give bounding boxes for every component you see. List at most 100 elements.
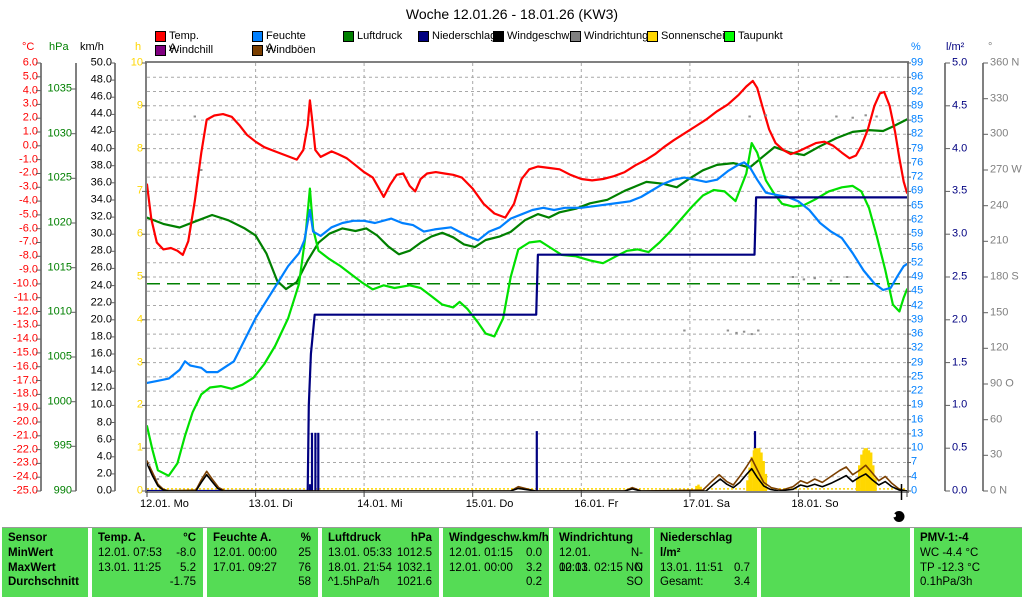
bar [748,467,751,491]
stats-col-title: PMV-1:-4 [920,532,969,544]
tick-label-hpa: 1035 [47,82,72,95]
legend-color-swatch [570,31,581,42]
stats-value-row [767,561,903,576]
legend-color-swatch [493,31,504,42]
stats-col-header: PMV-1:-4 [920,531,1015,546]
stats-value: 5.2 [180,561,196,574]
tick-label-celsius: 3.0 [22,97,38,110]
tick-label-lm2: 0.0 [952,484,968,497]
tick-label-hours: 9 [136,99,143,112]
tick-label-lm2: 2.5 [952,270,968,283]
stats-row-label-text: Sensor [8,532,47,544]
stats-row-label: Sensor [8,531,81,546]
legend-color-swatch [724,31,735,42]
bar [762,461,765,491]
series-Niederschlag Stunden-bars [308,431,864,491]
tick-label-hours: 4 [136,313,143,326]
day-label-18: 18.01. So [791,498,839,510]
stats-value-time: Gesamt: [660,576,704,589]
dot [742,330,746,333]
legend-color-swatch [252,31,263,42]
tick-label-celsius: 5.0 [22,70,38,83]
tick-label-kmh: 38.0 [90,159,112,172]
bar [753,448,757,491]
bar [695,485,698,491]
tick-label-kmh: 10.0 [90,398,112,411]
stats-col-title: Temp. A. [98,532,146,544]
tick-label-kmh: 32.0 [90,210,112,223]
tick-label-kmh: 36.0 [90,176,112,189]
stats-value-time: 12.01. 01:15 [449,546,513,559]
stats-value-time: 13.01. 05:33 [328,546,392,559]
tick-label-hours: 1 [136,441,143,454]
stats-value-row: TP -12.3 °C [920,561,1015,576]
dot [764,114,768,117]
tick-label-percent: 45 [911,284,924,297]
tick-label-kmh: 42.0 [90,124,112,137]
tick-label-hpa: 1030 [47,127,72,140]
tick-label-celsius: -24.0 [12,470,38,483]
dot [193,115,196,118]
tick-label-kmh: 50.0 [90,56,112,69]
stats-value-row: 13.01. 05:33 1012.5 [328,546,432,561]
stats-value-time: 17.01. 09:27 [213,561,277,574]
stats-col-title: Windrichtung [559,532,633,544]
bar [697,484,700,491]
day-label-17: 17.01. Sa [682,498,730,510]
series-Windrichtung-dots [148,114,878,481]
tick-label-hours: 5 [136,270,143,283]
bar [760,452,763,491]
series-Taupunkt-line [145,142,909,477]
tick-label-hours: 0 [136,484,143,497]
tick-label-degrees: 240 [990,199,1009,212]
tick-label-degrees: 300 [990,127,1009,140]
stats-value: N [634,561,643,574]
bar [865,448,868,491]
tick-label-hpa: 1015 [47,261,72,274]
tick-label-celsius: -4.0 [19,194,38,207]
tick-label-hours: 3 [136,356,143,369]
page-title: Woche 12.01.26 - 18.01.26 (KW3) [405,6,619,22]
tick-label-hpa: 1025 [47,171,72,184]
axis-unit-lm2: l/m² [946,41,965,53]
tick-label-degrees: 0 N [990,484,1008,497]
day-label-16: 16.01. Fr [574,498,619,510]
stats-value: 58 [298,576,311,589]
tick-label-percent: 62 [911,213,924,226]
stats-col-header: Windrichtung [559,531,643,546]
dot [726,329,730,332]
tick-label-celsius: -11.0 [13,291,38,304]
dot [750,333,753,336]
tick-label-hpa: 1020 [47,216,72,229]
bar [317,432,320,491]
tick-label-celsius: -16.0 [12,360,38,373]
tick-label-percent: 96 [911,70,924,83]
tick-label-kmh: 28.0 [90,244,112,257]
bar [764,473,768,491]
tick-label-kmh: 8.0 [96,416,112,429]
tick-label-celsius: -17.0 [12,374,38,387]
stats-value: -8.0 [176,546,196,559]
tick-label-kmh: 48.0 [90,73,112,86]
stats-value-row: 13.01. 11:51 0.7 [660,561,750,576]
stats-value: 1021.6 [396,576,432,589]
bar [874,478,877,491]
dot [813,277,816,280]
legend-item-label: Luftdruck [357,30,403,42]
series-Niederschlag Summe-line [145,196,909,493]
tick-label-kmh: 20.0 [90,313,112,326]
day-label-12: 12.01. Mo [140,498,189,510]
legend-color-swatch [155,45,166,56]
tick-label-hpa: 995 [53,439,72,452]
stats-value-row: 12.01. 02:15 N [559,561,643,576]
tick-label-kmh: 22.0 [90,296,112,309]
stats-value: 3.4 [734,576,750,589]
stats-row-label-text: MinWert [8,546,54,559]
stats-value: N-NO [625,546,643,574]
stats-col-pmv: PMV-1:-4 WC -4.4 °C TP -12.3 °C 0.1hPa/3h [914,528,1022,597]
axis-unit-kmh: km/h [80,41,104,53]
tick-label-kmh: 46.0 [90,90,112,103]
legend-item-label: Temp. A. [169,30,199,54]
bar [308,484,311,491]
